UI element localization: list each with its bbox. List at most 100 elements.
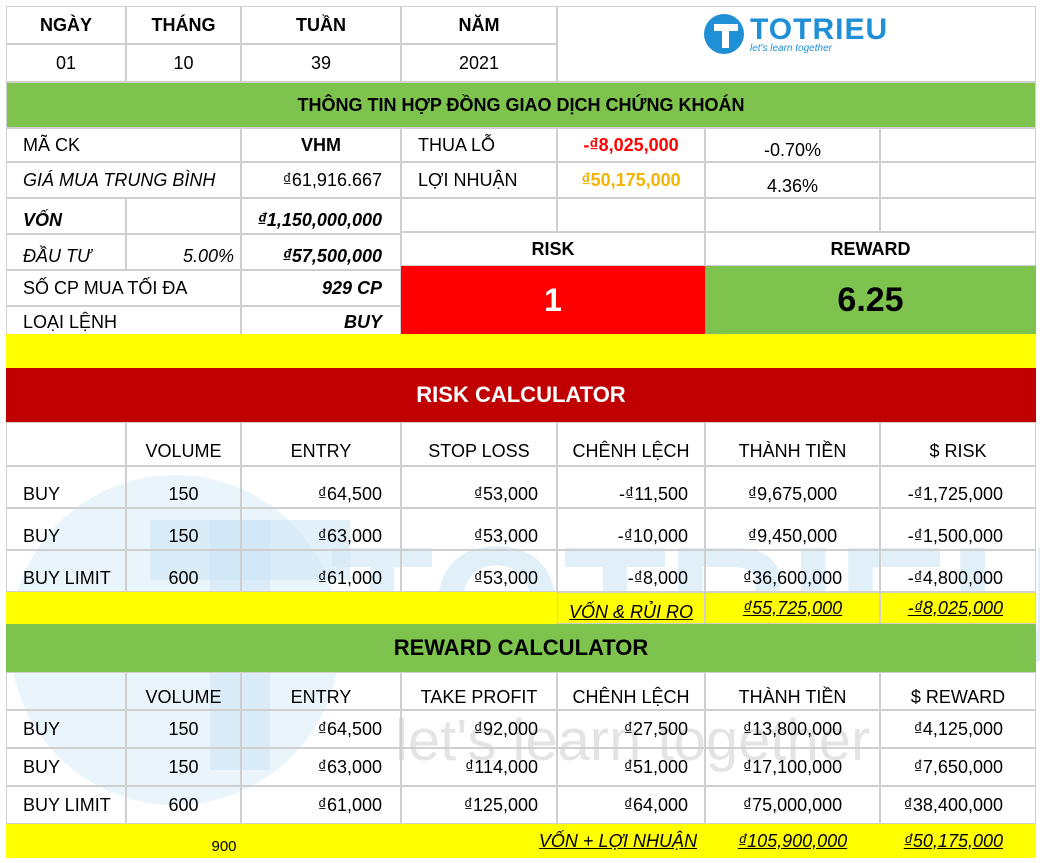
reward-total-amount: ₫105,900,000 [705,824,880,858]
reward-header-amount: THÀNH TIỀN [705,672,880,710]
ticker-label: MÃ CK [6,128,241,162]
risk-row-3-risk: -₫4,800,000 [880,550,1036,592]
reward-header-diff: CHÊNH LỆCH [557,672,705,710]
risk-row-2-stop-loss[interactable]: ₫53,000 [401,508,557,550]
empty-cell [557,198,705,232]
risk-row-2-amount: ₫9,450,000 [705,508,880,550]
reward-row-1-diff: ₫27,500 [557,710,705,748]
logo-icon [704,14,744,54]
reward-row-3-diff: ₫64,000 [557,786,705,824]
loss-label: THUA LỖ [401,128,557,162]
reward-row-2-entry: ₫63,000 [241,748,401,786]
reward-header-reward: $ REWARD [880,672,1036,710]
avg-price-label: GIÁ MUA TRUNG BÌNH [6,162,241,198]
reward-row-2-amount: ₫17,100,000 [705,748,880,786]
risk-row-2-volume[interactable]: 150 [126,508,241,550]
empty-cell [6,422,126,466]
reward-row-1-take-profit[interactable]: ₫92,000 [401,710,557,748]
reward-total-spacer [6,824,126,858]
reward-row-1-type: BUY [6,710,126,748]
avg-price-value: ₫61,916.667 [241,162,401,198]
risk-row-1-risk: -₫1,725,000 [880,466,1036,508]
risk-header-volume: VOLUME [126,422,241,466]
risk-row-1-stop-loss[interactable]: ₫53,000 [401,466,557,508]
empty-cell [880,198,1036,232]
year-value[interactable]: 2021 [401,44,557,82]
reward-row-2-reward: ₫7,650,000 [880,748,1036,786]
reward-row-3-take-profit[interactable]: ₫125,000 [401,786,557,824]
ticker-value[interactable]: VHM [241,128,401,162]
empty-cell [126,198,241,234]
reward-row-1-volume: 150 [126,710,241,748]
loss-value: -₫8,025,000 [557,128,705,162]
empty-cell [401,198,557,232]
month-value[interactable]: 10 [126,44,241,82]
risk-header-entry: ENTRY [241,422,401,466]
risk-total-spacer [6,592,557,624]
max-shares-label: SỐ CP MUA TỐI ĐA [6,270,241,306]
risk-total-amount: ₫55,725,000 [705,592,880,624]
empty-cell [880,162,1036,198]
risk-row-3-amount: ₫36,600,000 [705,550,880,592]
empty-cell [705,198,880,232]
day-header: NGÀY [6,6,126,44]
logo-tagline: let's learn together [750,42,832,54]
reward-total-volume: 900 [126,824,322,858]
risk-value: 1 [401,266,705,334]
risk-header-risk: $ RISK [880,422,1036,466]
risk-header-stop-loss: STOP LOSS [401,422,557,466]
reward-row-2-type: BUY [6,748,126,786]
risk-row-1-volume[interactable]: 150 [126,466,241,508]
risk-total-risk: -₫8,025,000 [880,592,1036,624]
loss-percent: -0.70% [705,128,880,162]
reward-header-entry: ENTRY [241,672,401,710]
max-shares-value: 929 CP [241,270,401,306]
risk-label: RISK [401,232,705,266]
month-header: THÁNG [126,6,241,44]
invest-value: ₫57,500,000 [241,234,401,270]
reward-row-2-volume: 150 [126,748,241,786]
capital-value[interactable]: ₫1,150,000,000 [241,198,401,234]
risk-row-2-risk: -₫1,500,000 [880,508,1036,550]
year-header: NĂM [401,6,557,44]
logo-cell [557,6,1036,82]
empty-cell [880,128,1036,162]
contract-title: THÔNG TIN HỢP ĐỒNG GIAO DỊCH CHỨNG KHOÁN [6,82,1036,128]
risk-row-3-diff: -₫8,000 [557,550,705,592]
risk-row-3-entry[interactable]: ₫61,000 [241,550,401,592]
risk-row-1-amount: ₫9,675,000 [705,466,880,508]
logo-text: TOTRIEU [750,12,889,46]
profit-value: ₫50,175,000 [557,162,705,198]
profit-label: LỢI NHUẬN [401,162,557,198]
reward-row-2-take-profit[interactable]: ₫114,000 [401,748,557,786]
risk-calculator-title: RISK CALCULATOR [6,368,1036,422]
reward-row-3-volume: 600 [126,786,241,824]
reward-row-2-diff: ₫51,000 [557,748,705,786]
capital-label: VỐN [6,198,126,234]
reward-total-spacer [322,824,497,858]
reward-row-3-reward: ₫38,400,000 [880,786,1036,824]
profit-percent: 4.36% [705,162,880,198]
risk-row-2-diff: -₫10,000 [557,508,705,550]
reward-row-1-amount: ₫13,800,000 [705,710,880,748]
risk-row-2-entry[interactable]: ₫63,000 [241,508,401,550]
risk-row-1-diff: -₫11,500 [557,466,705,508]
reward-header-volume: VOLUME [126,672,241,710]
invest-percent[interactable]: 5.00% [126,234,241,270]
risk-row-1-entry[interactable]: ₫64,500 [241,466,401,508]
reward-total-reward: ₫50,175,000 [880,824,1036,858]
reward-row-3-amount: ₫75,000,000 [705,786,880,824]
risk-row-3-stop-loss[interactable]: ₫53,000 [401,550,557,592]
empty-cell [6,672,126,710]
risk-header-diff: CHÊNH LỆCH [557,422,705,466]
risk-row-2-type: BUY [6,508,126,550]
risk-header-amount: THÀNH TIỀN [705,422,880,466]
risk-row-3-volume[interactable]: 600 [126,550,241,592]
reward-total-label: VỐN + LỢI NHUẬN [497,824,705,858]
reward-row-1-reward: ₫4,125,000 [880,710,1036,748]
brand-logo: TOTRIEU let's learn together [700,8,888,58]
week-value[interactable]: 39 [241,44,401,82]
day-value[interactable]: 01 [6,44,126,82]
reward-row-3-type: BUY LIMIT [6,786,126,824]
